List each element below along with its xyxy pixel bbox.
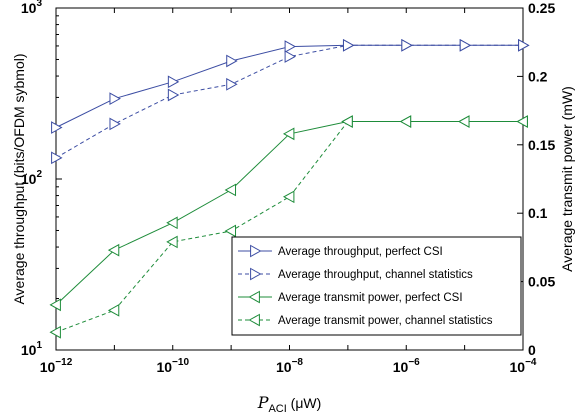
series-2-point [226,77,238,91]
series-layer [49,38,530,339]
x-tick-label-base: 10 [40,359,56,375]
series-4-point [458,115,470,128]
series-1-point [109,92,121,106]
legend-entry-4: Average transmit power, channel statisti… [278,315,493,327]
legend-box [231,236,522,336]
legend-entry-3: Average transmit power, perfect CSI [278,292,463,304]
legend-marker-2 [250,267,262,281]
series-3-point [282,127,295,141]
legend-entry-1: Average throughput, perfect CSI [278,246,443,258]
series-4-point [166,235,178,249]
x-tick-label-base: 10 [276,359,292,375]
y-left-tick-label: 101 [21,340,43,358]
y-left-tick-label: 102 [21,169,43,187]
x-tick-label-exponent: −6 [408,357,420,368]
y-right-axis-label: Average transmit power (mW) [559,86,575,272]
legend: Average throughput, perfect CSI Average t… [231,236,522,336]
axes: 10−12 10−10 10−8 10−6 10−410110210300.050.10… [11,0,575,415]
series-4-line [55,121,523,333]
series-4-point [107,303,120,317]
series-3-point [166,216,178,230]
series-4-point [49,325,61,339]
x-axis-label-subscript: ACI [268,403,286,415]
legend-marker-3 [248,290,260,304]
x-tick-label-exponent: −12 [55,357,72,368]
y-right-tick-label: 0.2 [528,68,548,84]
x-axis-label: PACI (μW) [257,393,322,415]
series-1-point [284,40,297,53]
y-left-tick-label-exponent: 3 [36,0,42,9]
series-2 [51,38,530,165]
y-left-tick-label-base: 10 [21,171,37,187]
x-tick-label-exponent: −4 [525,357,537,368]
y-left-tick-label-exponent: 2 [36,169,42,180]
y-left-tick-label: 103 [21,0,43,16]
series-4-point [399,115,412,128]
y-left-tick-label-exponent: 1 [36,340,42,351]
x-tick-label: 10−10 [156,357,189,375]
series-2-point [167,88,180,102]
y-right-tick-label: 0.05 [528,274,555,290]
y-right-tick-label: 0 [528,342,536,358]
series-3-point [107,243,120,257]
series-3-point [224,183,237,197]
series-2-point [51,151,63,165]
series-2-point [401,38,413,52]
series-2-point [284,50,297,63]
x-tick-label-base: 10 [393,359,409,375]
series-1-point [226,54,238,68]
y-right-tick-label: 0.1 [528,205,548,221]
y-left-tick-label-base: 10 [21,0,37,16]
series-4-point [341,115,353,128]
y-right-tick-label: 0.25 [528,0,555,16]
series-1-point [51,121,63,134]
x-axis-label-symbol: P [257,393,269,412]
x-tick-label-base: 10 [156,359,172,375]
x-tick-label: 10−6 [393,357,420,375]
x-tick-label: 10−12 [40,357,73,375]
legend-marker-1 [250,244,262,258]
x-axis-label-unit: (μW) [287,395,322,411]
series-2-line [55,44,523,159]
series-4-point [516,115,528,128]
x-tick-label-exponent: −8 [292,357,304,368]
series-2-point [459,38,472,52]
y-left-tick-label-base: 10 [21,342,37,358]
series-1-point [167,75,180,89]
x-tick-label-exponent: −10 [172,357,189,368]
x-tick-label-base: 10 [510,359,526,375]
series-2-point [342,38,355,52]
legend-marker-4 [248,313,260,327]
x-tick-label: 10−8 [276,357,303,375]
y-right-tick-label: 0.15 [528,137,555,153]
series-2-point [518,38,530,52]
series-4-point [224,224,237,238]
y-left-axis-label: Average throughput (bits/OFDM sybmol) [11,53,27,304]
series-4-point [282,190,295,204]
series-2-point [109,117,121,131]
series-4 [49,115,528,339]
series-3-point [49,298,61,312]
legend-entry-2: Average throughput, channel statistics [278,269,473,281]
x-tick-label: 10−4 [510,357,537,375]
